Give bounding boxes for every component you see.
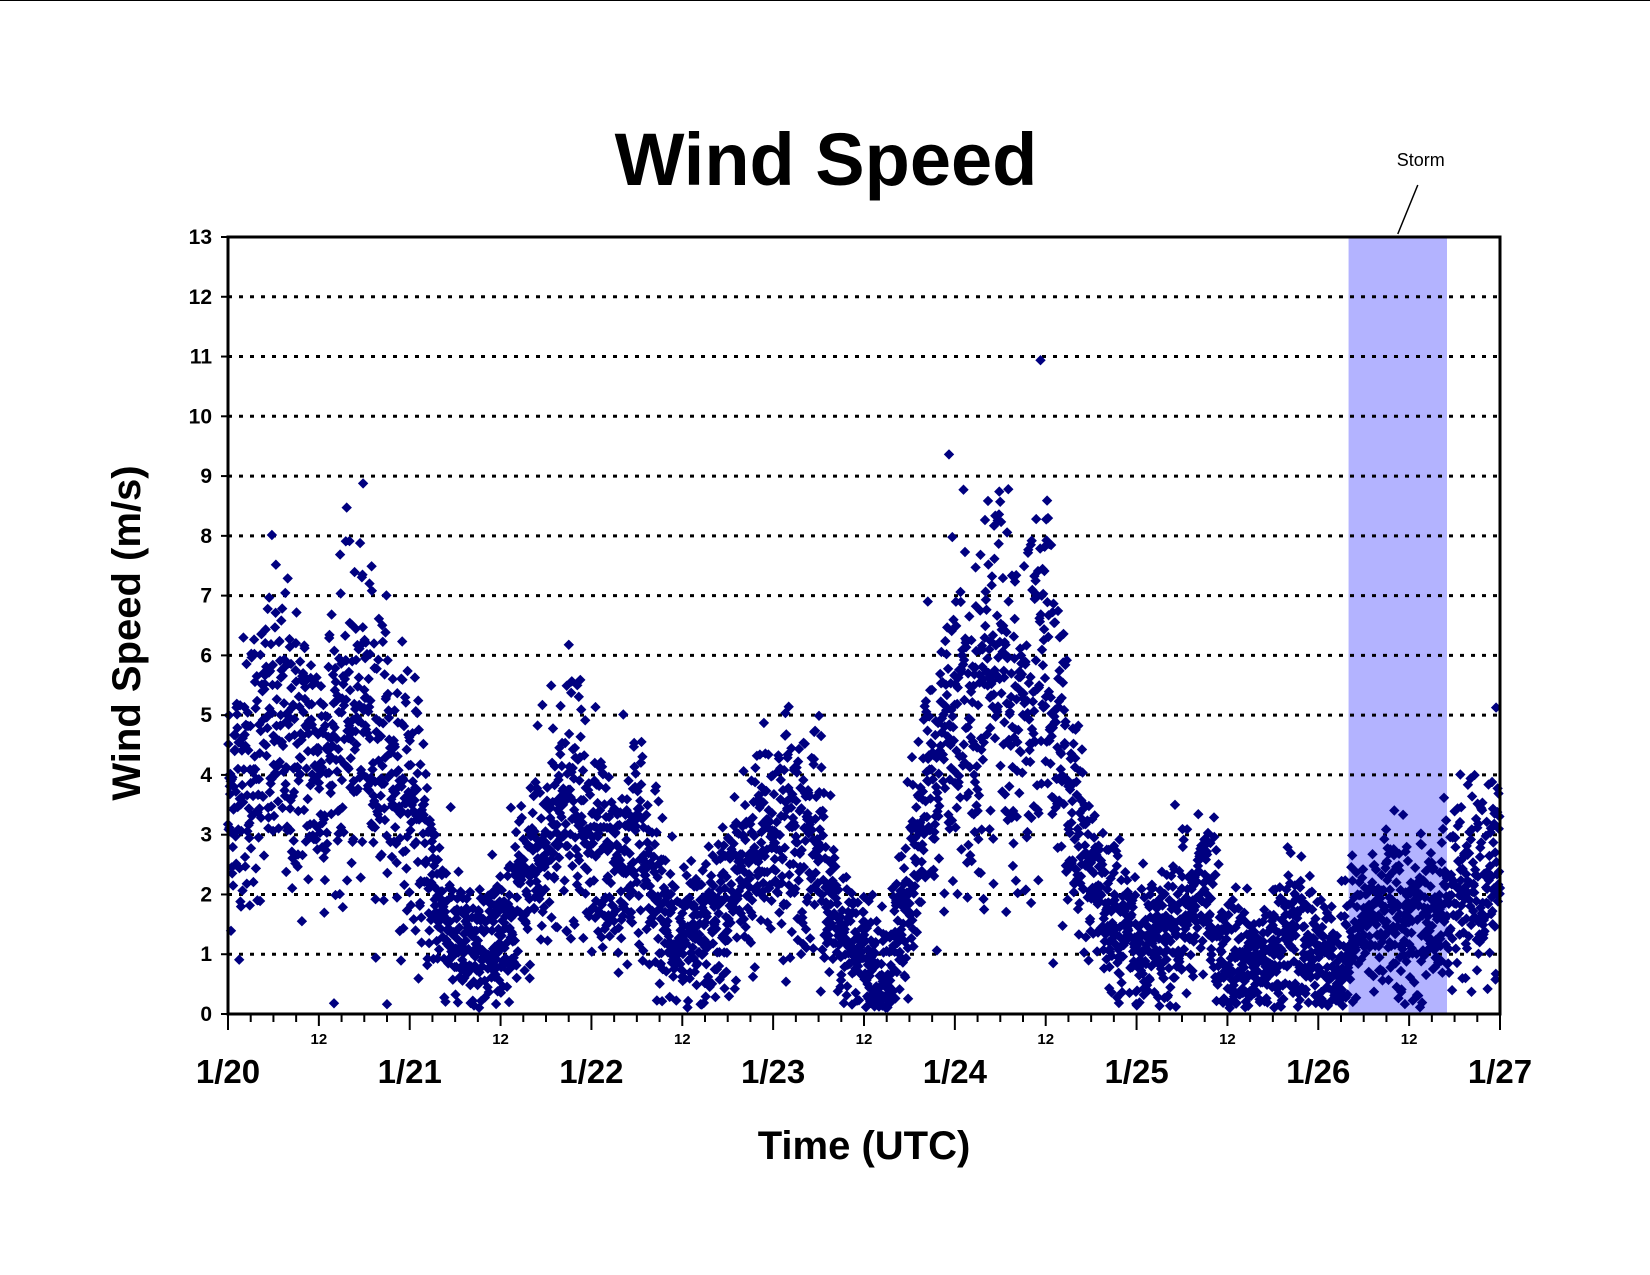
y-tick-label: 7	[200, 585, 212, 608]
y-tick-label: 8	[200, 525, 212, 548]
x-hour-label: 12	[1219, 1031, 1236, 1048]
x-axis-title: Time (UTC)	[758, 1124, 971, 1168]
x-axis-ticks: 12 12 12 12 12 12 12 1/20 1/21 1/22 1/23 1/24 1/25 1/…	[196, 1014, 1532, 1090]
y-tick-label: 1	[200, 943, 212, 966]
chart-title: Wind Speed	[615, 118, 1038, 201]
storm-leader-line	[1397, 184, 1419, 235]
y-tick-label: 4	[200, 764, 212, 787]
x-hour-label: 12	[492, 1031, 509, 1048]
x-day-label: 1/22	[559, 1053, 623, 1090]
y-tick-label: 5	[200, 704, 212, 727]
storm-label: Storm	[1397, 150, 1445, 170]
x-day-label: 1/24	[923, 1053, 988, 1090]
x-hour-label: 12	[674, 1031, 691, 1048]
y-tick-label: 6	[200, 644, 212, 667]
x-day-label: 1/23	[741, 1053, 805, 1090]
data-points	[222, 355, 1506, 1014]
wind-speed-points	[222, 355, 1506, 1014]
x-hour-label: 12	[1037, 1031, 1054, 1048]
x-day-label: 1/21	[378, 1053, 442, 1090]
x-day-label: 1/20	[196, 1053, 260, 1090]
x-day-label: 1/26	[1286, 1053, 1350, 1090]
top-border	[0, 0, 1650, 1]
x-hour-label: 12	[856, 1031, 873, 1048]
y-tick-label: 9	[200, 465, 212, 488]
x-hour-label: 12	[311, 1031, 328, 1048]
y-tick-label: 13	[189, 226, 212, 249]
storm-annotation: Storm	[1397, 150, 1445, 235]
y-tick-label: 0	[200, 1003, 212, 1026]
grid-lines	[228, 295, 1500, 956]
y-tick-label: 11	[190, 346, 213, 369]
x-hour-label: 12	[1401, 1031, 1418, 1048]
y-tick-label: 12	[189, 286, 212, 309]
x-day-label: 1/25	[1104, 1053, 1168, 1090]
x-day-label: 1/27	[1468, 1053, 1532, 1090]
y-tick-label: 3	[200, 824, 212, 847]
y-tick-label: 10	[189, 405, 212, 428]
y-axis-title: Wind Speed (m/s)	[105, 465, 149, 800]
y-tick-label: 2	[200, 883, 212, 906]
